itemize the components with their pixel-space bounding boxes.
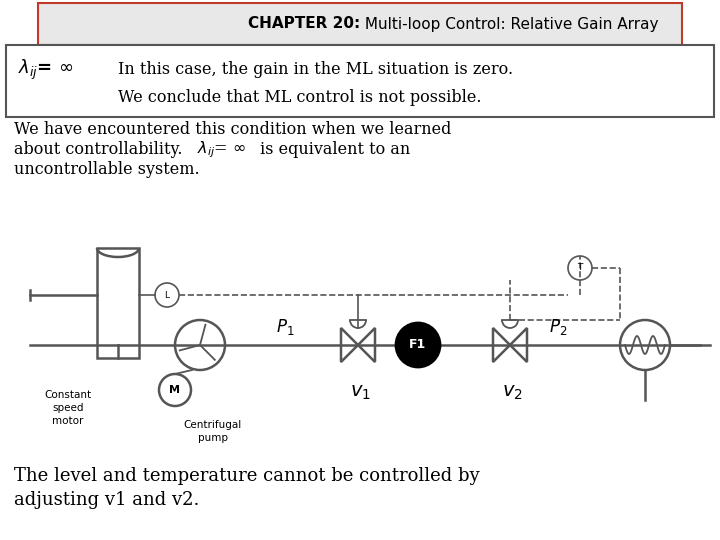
FancyBboxPatch shape <box>38 3 682 45</box>
Text: We have encountered this condition when we learned: We have encountered this condition when … <box>14 122 451 138</box>
Text: uncontrollable system.: uncontrollable system. <box>14 161 199 179</box>
Text: The level and temperature cannot be controlled by: The level and temperature cannot be cont… <box>14 467 480 485</box>
Text: about controllability.: about controllability. <box>14 141 188 159</box>
Text: T: T <box>577 264 582 273</box>
Text: Centrifugal
pump: Centrifugal pump <box>184 420 242 443</box>
Text: In this case, the gain in the ML situation is zero.: In this case, the gain in the ML situati… <box>118 62 513 78</box>
Text: adjusting v1 and v2.: adjusting v1 and v2. <box>14 491 199 509</box>
Text: Constant
speed
motor: Constant speed motor <box>45 390 91 427</box>
Text: $v_2$: $v_2$ <box>502 383 523 402</box>
Circle shape <box>396 323 440 367</box>
Text: Multi-loop Control: Relative Gain Array: Multi-loop Control: Relative Gain Array <box>360 17 659 31</box>
Bar <box>97 248 139 358</box>
Text: is equivalent to an: is equivalent to an <box>255 141 410 159</box>
Text: $\lambda_{ij}$= $\infty$: $\lambda_{ij}$= $\infty$ <box>197 140 246 160</box>
Text: L: L <box>164 291 169 300</box>
FancyBboxPatch shape <box>6 45 714 117</box>
Text: M: M <box>169 385 181 395</box>
Text: CHAPTER 20:: CHAPTER 20: <box>248 17 360 31</box>
Text: $\lambda_{ij}$= $\infty$: $\lambda_{ij}$= $\infty$ <box>18 58 73 82</box>
Text: $P_2$: $P_2$ <box>549 317 567 337</box>
Text: F1: F1 <box>410 339 427 352</box>
Text: $v_1$: $v_1$ <box>349 383 371 402</box>
Text: We conclude that ML control is not possible.: We conclude that ML control is not possi… <box>118 89 482 105</box>
Text: $P_1$: $P_1$ <box>276 317 294 337</box>
